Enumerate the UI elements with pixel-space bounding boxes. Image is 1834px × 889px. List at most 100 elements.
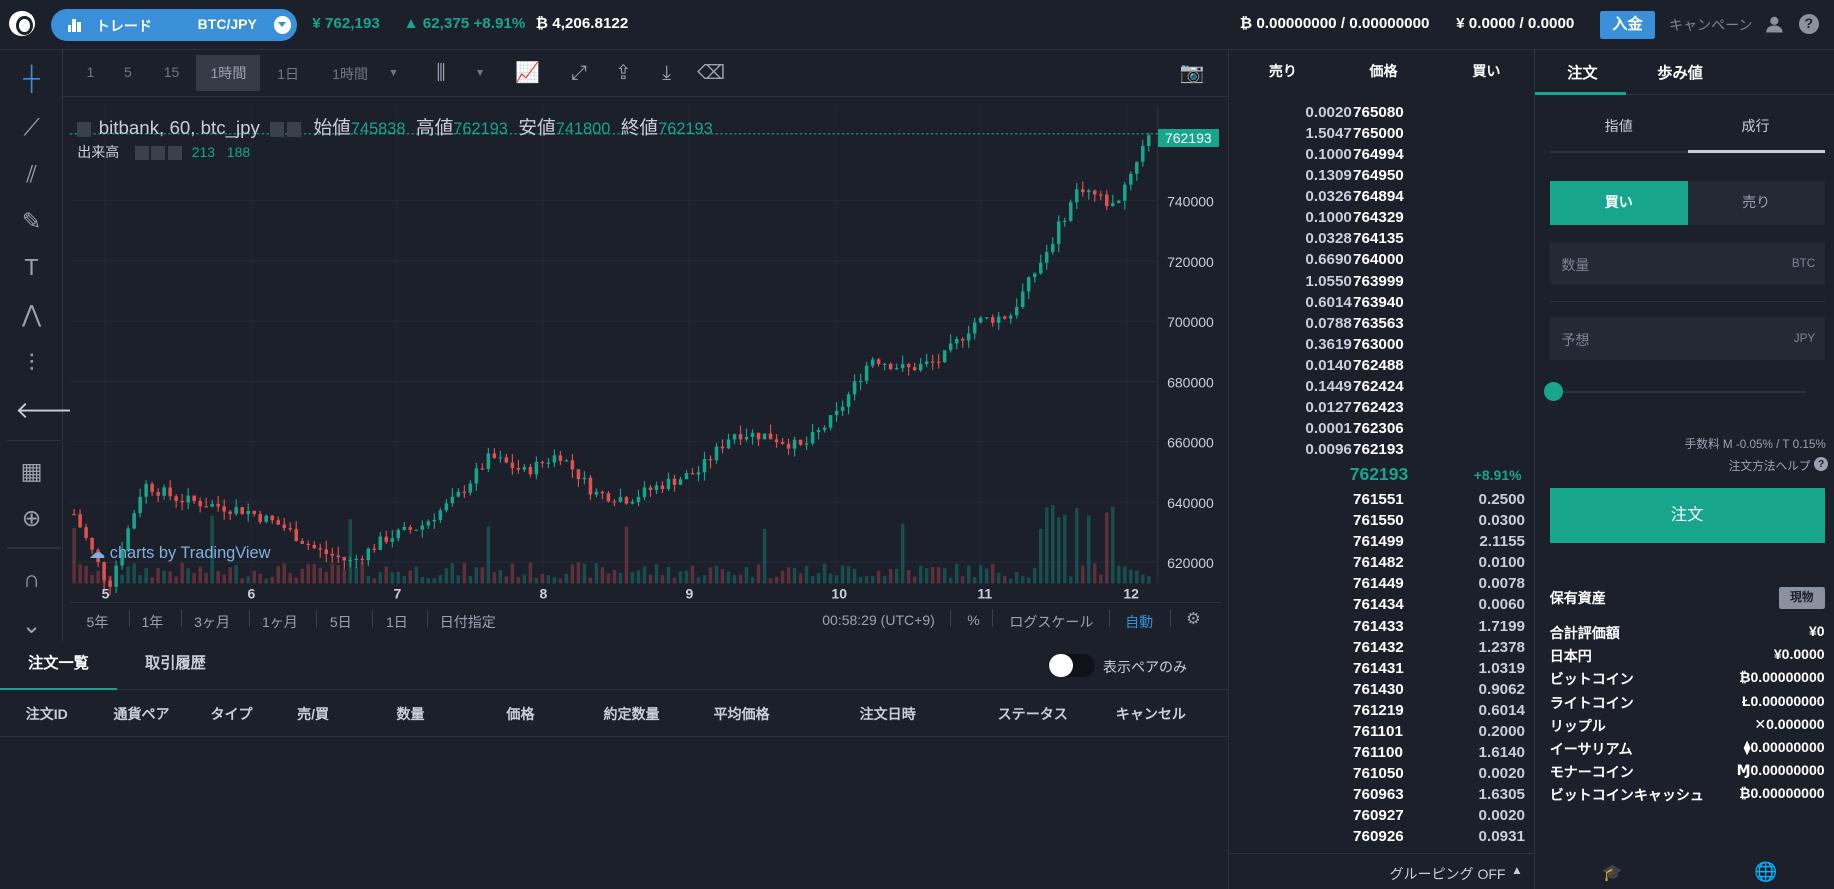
ob-ask-row[interactable]: 0.0326 764894 <box>1305 188 1404 206</box>
interval-5m[interactable]: 5 <box>123 64 132 81</box>
triangle-up-icon[interactable]: ▲ <box>1511 864 1523 878</box>
collapse-legend-icon[interactable] <box>77 122 92 137</box>
eye-icon[interactable] <box>270 122 285 137</box>
buy-side-button[interactable]: 買い <box>1549 181 1688 225</box>
current-pair-toggle[interactable] <box>1047 653 1095 678</box>
tradingview-watermark[interactable]: ☁ charts by TradingView <box>88 543 271 562</box>
ob-ask-row[interactable]: 1.0550 763999 <box>1305 272 1404 290</box>
eye-icon[interactable] <box>134 145 149 160</box>
range-5d[interactable]: 5日 <box>329 613 352 630</box>
range-1d[interactable]: 1日 <box>385 613 408 630</box>
ob-bid-row[interactable]: 760927 0.0020 <box>1353 807 1525 824</box>
amount-slider-handle[interactable] <box>1543 382 1563 402</box>
candlestick-chart[interactable]: 620000 640000 660000 680000 700000 720000 7400… <box>70 105 1221 631</box>
amount-slider-track[interactable] <box>1557 390 1806 393</box>
gear-icon[interactable]: ⚙ <box>1185 610 1201 629</box>
ruler-icon[interactable]: ▦ <box>20 457 43 484</box>
estimate-field[interactable]: 予想 JPY <box>1549 316 1825 361</box>
upload-icon[interactable]: ⇪ <box>615 61 632 84</box>
user-icon[interactable] <box>1765 15 1784 34</box>
ob-ask-row[interactable]: 0.3619 763000 <box>1305 335 1404 353</box>
ob-ask-row[interactable]: 0.0140 762488 <box>1305 356 1404 374</box>
type-market[interactable]: 成行 <box>1741 117 1770 134</box>
range-custom[interactable]: 日付指定 <box>439 613 496 630</box>
deposit-button[interactable]: 入金 <box>1600 10 1655 39</box>
ob-bid-row[interactable]: 761431 1.0319 <box>1353 659 1525 677</box>
ob-ask-row[interactable]: 0.0788 763563 <box>1305 314 1404 332</box>
ob-ask-row[interactable]: 0.6690 764000 <box>1305 251 1404 269</box>
ob-bid-row[interactable]: 760963 1.6305 <box>1353 785 1525 803</box>
ob-ask-row[interactable]: 0.0001 762306 <box>1305 419 1404 437</box>
magnet-icon[interactable]: ∩ <box>23 565 40 592</box>
chevron-down-icon[interactable]: ▼ <box>474 66 486 79</box>
ob-bid-row[interactable]: 761100 1.6140 <box>1353 743 1525 761</box>
trend-line-icon[interactable]: ⟋ <box>23 114 40 141</box>
collapse-icon[interactable]: ⌄ <box>21 612 42 639</box>
bitbank-logo[interactable] <box>9 10 36 37</box>
settings-icon[interactable] <box>151 145 166 160</box>
log-scale-toggle[interactable]: ログスケール <box>1009 613 1094 630</box>
download-icon[interactable]: ⤓ <box>662 61 672 84</box>
ob-bid-row[interactable]: 761550 0.0300 <box>1353 512 1525 530</box>
range-1m[interactable]: 1ヶ月 <box>261 613 298 630</box>
back-arrow-icon[interactable]: 🡐 <box>15 397 78 424</box>
ob-bid-row[interactable]: 761219 0.6014 <box>1353 701 1525 719</box>
submit-order-button[interactable]: 注文 <box>1549 487 1825 543</box>
close-icon[interactable] <box>167 145 182 160</box>
fullscreen-icon[interactable]: ⤢ <box>570 61 587 84</box>
pair-selector[interactable]: トレード BTC/JPY <box>51 9 298 41</box>
ob-ask-row[interactable]: 0.1309 764950 <box>1305 167 1404 185</box>
ob-bid-row[interactable]: 761432 1.2378 <box>1353 638 1525 656</box>
ob-ask-row[interactable]: 0.6014 763940 <box>1305 293 1404 311</box>
interval-dropdown[interactable]: 1時間 <box>332 66 368 83</box>
settings-icon[interactable] <box>286 122 301 137</box>
eraser-icon[interactable]: ⌫ <box>697 61 726 84</box>
tab-order[interactable]: 注文 <box>1567 64 1598 82</box>
brush-icon[interactable]: ✎ <box>21 207 42 234</box>
zoom-icon[interactable]: ⊕ <box>21 504 42 531</box>
candle-type-icon[interactable]: ⫼ <box>436 61 446 84</box>
grouping-toggle[interactable]: グルーピング OFF ▲ <box>1228 852 1535 889</box>
ob-ask-row[interactable]: 0.1000 764329 <box>1305 209 1404 227</box>
indicators-icon[interactable]: 📈 <box>515 61 540 84</box>
sell-side-button[interactable]: 売り <box>1687 181 1825 225</box>
ob-ask-row[interactable]: 0.0096 762193 <box>1305 440 1404 458</box>
chevron-down-icon[interactable] <box>273 16 292 34</box>
ob-bid-row[interactable]: 761449 0.0078 <box>1353 575 1525 593</box>
ob-ask-row[interactable]: 1.5047 765000 <box>1305 125 1404 143</box>
pattern-icon[interactable]: ⋀ <box>21 301 42 328</box>
text-icon[interactable]: T <box>24 254 39 281</box>
chevron-down-icon[interactable]: ▼ <box>388 66 399 79</box>
interval-1d[interactable]: 1日 <box>277 66 299 83</box>
campaign-link[interactable]: キャンペーン <box>1669 17 1753 34</box>
interval-15m[interactable]: 15 <box>163 64 180 81</box>
tab-trade-history[interactable]: 取引履歴 <box>145 654 206 672</box>
interval-1m[interactable]: 1 <box>86 64 95 81</box>
range-1y[interactable]: 1年 <box>141 613 164 630</box>
interval-1h[interactable]: 1時間 <box>196 54 261 92</box>
quantity-field[interactable]: 数量 BTC <box>1549 242 1825 286</box>
ob-bid-row[interactable]: 761551 0.2500 <box>1353 491 1525 509</box>
ob-ask-row[interactable]: 0.0127 762423 <box>1305 398 1404 416</box>
fib-lines-icon[interactable]: ⫽ <box>26 160 37 187</box>
ob-bid-row[interactable]: 761499 2.1155 <box>1353 533 1525 551</box>
ob-bid-row[interactable]: 760926 0.0931 <box>1353 828 1525 846</box>
help-icon[interactable]: ? <box>1814 457 1829 472</box>
graduation-cap-icon[interactable]: 🎓 <box>1602 864 1623 883</box>
ob-ask-row[interactable]: 0.0020 765080 <box>1305 104 1404 122</box>
tab-open-orders[interactable]: 注文一覧 <box>0 641 117 691</box>
ob-bid-row[interactable]: 761101 0.2000 <box>1353 722 1525 740</box>
range-3m[interactable]: 3ヶ月 <box>194 613 230 630</box>
globe-icon[interactable]: 🌐 <box>1754 860 1778 882</box>
percent-toggle[interactable]: % <box>967 611 980 628</box>
ob-ask-row[interactable]: 0.0328 764135 <box>1305 230 1404 248</box>
ob-bid-row[interactable]: 761050 0.0020 <box>1353 764 1525 782</box>
ob-ask-row[interactable]: 0.1000 764994 <box>1305 146 1404 164</box>
help-icon[interactable]: ? <box>1798 14 1819 34</box>
camera-icon[interactable]: 📷 <box>1179 61 1205 84</box>
tab-trades[interactable]: 歩み値 <box>1657 64 1703 82</box>
ob-bid-row[interactable]: 761430 0.9062 <box>1353 680 1525 698</box>
ob-bid-row[interactable]: 761482 0.0100 <box>1353 554 1525 572</box>
auto-scale-toggle[interactable]: 自動 <box>1125 613 1154 630</box>
price-chart[interactable]: 620000 640000 660000 680000 700000 720000 7400… <box>70 105 1222 632</box>
